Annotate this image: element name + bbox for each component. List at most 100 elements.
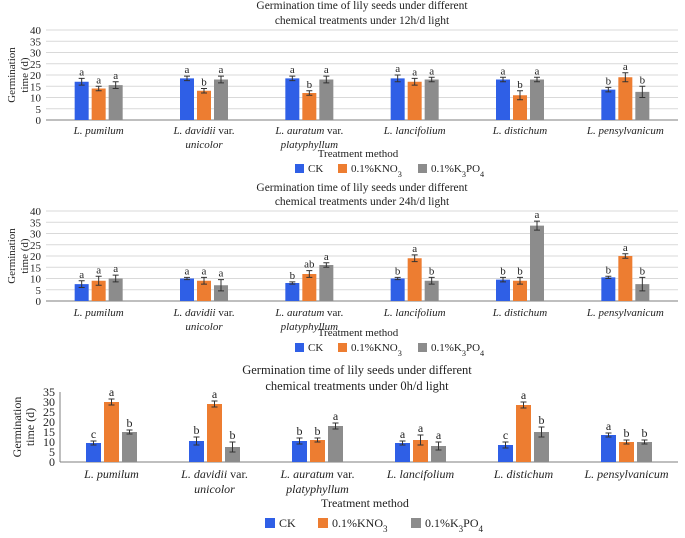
bar-ck [601, 277, 616, 301]
significance-letter: b [500, 265, 506, 277]
significance-letter: c [503, 428, 508, 442]
y-tick-label: 15 [30, 81, 42, 93]
y-tick-label: 40 [30, 206, 42, 218]
significance-letter: b [624, 426, 630, 440]
significance-letter: a [79, 66, 84, 78]
bar-01kno3 [407, 81, 422, 120]
y-tick-label: 25 [43, 405, 55, 419]
significance-letter: b [429, 265, 435, 277]
x-axis-label: Treatment method [318, 327, 399, 339]
significance-letter: a [623, 61, 628, 73]
significance-letter: b [315, 424, 321, 438]
y-axis-label: time (d) [23, 408, 37, 446]
significance-letter: a [79, 269, 84, 281]
category-label: L. distichum [492, 125, 547, 137]
y-tick-label: 35 [43, 385, 55, 399]
legend-swatch [418, 164, 427, 173]
category-label: L. auratum var. [274, 125, 343, 137]
significance-letter: a [96, 264, 101, 276]
bar-01kno3 [91, 280, 106, 301]
y-axis-label: time (d) [19, 57, 31, 92]
chart-panel-1: Germination time of lily seeds under dif… [6, 0, 678, 179]
significance-letter: b [606, 75, 612, 87]
chart-title-line: chemical treatments under 12h/d light [275, 15, 450, 27]
bar-01k3po4 [431, 446, 446, 462]
significance-letter: b [539, 413, 545, 427]
significance-letter: a [395, 63, 400, 75]
bar-01k3po4 [328, 426, 343, 462]
significance-letter: b [395, 265, 401, 277]
bar-01k3po4 [214, 285, 228, 301]
significance-letter: a [96, 74, 101, 86]
y-tick-label: 25 [30, 59, 42, 71]
bar-01kno3 [104, 402, 119, 462]
significance-letter: b [640, 265, 646, 277]
significance-letter: a [412, 243, 417, 255]
significance-letter: a [219, 268, 224, 280]
bar-01kno3 [513, 95, 527, 120]
significance-letter: a [606, 419, 612, 433]
y-tick-label: 10 [43, 435, 55, 449]
significance-letter: b [517, 79, 523, 91]
significance-letter: a [501, 65, 506, 77]
chart-title-line: chemical treatments under 0h/d light [265, 379, 449, 393]
bar-ck [285, 283, 300, 301]
category-label: L. auratum var. [274, 307, 343, 319]
y-tick-label: 5 [36, 104, 42, 116]
y-axis-label: time (d) [19, 238, 31, 273]
category-label: L. pumilum [73, 125, 124, 137]
bar-01kno3 [413, 440, 428, 462]
significance-letter: b [201, 77, 207, 89]
bar-01kno3 [618, 256, 633, 301]
significance-letter: a [113, 70, 118, 82]
category-label: L. pensylvanicum [586, 307, 664, 319]
significance-letter: b [297, 424, 303, 438]
bar-ck [180, 78, 194, 120]
bar-ck [285, 78, 300, 120]
significance-letter: a [185, 64, 190, 76]
y-tick-label: 35 [30, 217, 42, 229]
significance-letter: a [333, 409, 339, 423]
bar-01kno3 [207, 404, 222, 462]
significance-letter: a [418, 421, 424, 435]
y-tick-label: 40 [30, 25, 42, 37]
bar-01kno3 [619, 442, 634, 462]
bar-01k3po4 [108, 85, 123, 120]
chart-title-line: chemical treatments under 24h/d light [275, 196, 450, 208]
bar-01kno3 [618, 77, 633, 120]
bar-01kno3 [91, 88, 106, 120]
y-tick-label: 10 [30, 93, 42, 105]
significance-letter: a [412, 66, 417, 78]
y-tick-label: 0 [36, 115, 42, 127]
category-label: L. pumilum [83, 467, 139, 481]
y-tick-label: 35 [30, 36, 42, 48]
bar-01k3po4 [424, 79, 439, 120]
bar-ck [601, 435, 616, 462]
bar-ck [395, 443, 410, 462]
significance-letter: b [230, 428, 236, 442]
y-tick-label: 30 [30, 229, 42, 241]
category-label: L. lancifolium [383, 307, 446, 319]
category-label: L. pensylvanicum [586, 125, 664, 137]
bar-ck [496, 279, 510, 301]
bar-ck [189, 441, 204, 462]
y-tick-label: 15 [30, 262, 42, 274]
significance-letter: c [91, 427, 96, 441]
bar-ck [74, 284, 89, 301]
bar-01kno3 [513, 280, 527, 301]
chart-title-line: Germination time of lily seeds under dif… [256, 182, 468, 194]
x-axis-label: Treatment method [321, 496, 409, 510]
bar-01k3po4 [108, 278, 123, 301]
category-label: platyphyllum [285, 482, 349, 496]
bar-ck [498, 445, 513, 462]
legend-label: 0.1%K3PO4 [431, 342, 484, 358]
y-axis-label: Germination [6, 228, 18, 284]
bar-ck [390, 78, 405, 120]
significance-letter: ab [304, 259, 315, 271]
category-label: unicolor [185, 139, 223, 151]
x-axis-label: Treatment method [318, 148, 399, 160]
legend-label: CK [279, 516, 296, 530]
category-label: L. distichum [493, 467, 554, 481]
y-tick-label: 10 [30, 274, 42, 286]
legend-swatch [265, 518, 275, 528]
